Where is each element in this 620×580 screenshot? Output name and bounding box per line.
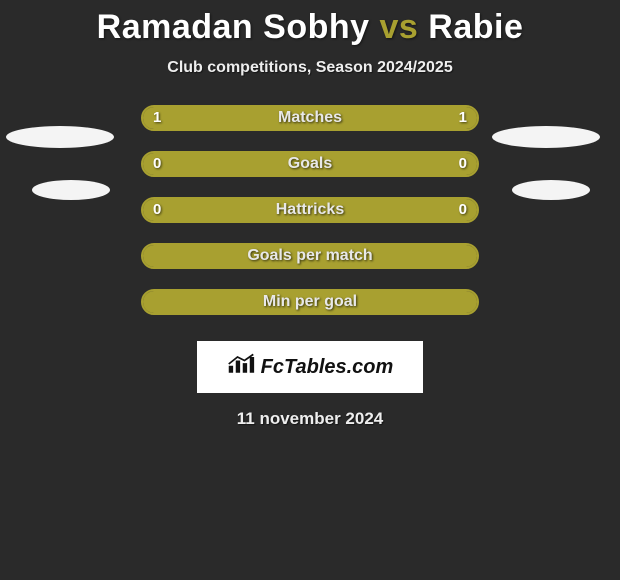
comparison-chart: Ramadan Sobhy vs Rabie Club competitions… [0, 0, 620, 429]
bar-track [141, 105, 479, 131]
bar-track [141, 151, 479, 177]
subtitle: Club competitions, Season 2024/2025 [0, 59, 620, 77]
decorative-ellipse [512, 180, 590, 200]
bar-right [310, 291, 477, 313]
stat-value-right: 1 [447, 105, 479, 131]
stat-row: 11Matches [141, 105, 479, 131]
decorative-ellipse [492, 126, 600, 148]
stat-row: 00Goals [141, 151, 479, 177]
stat-row: Min per goal [141, 289, 479, 315]
date-label: 11 november 2024 [0, 409, 620, 429]
decorative-ellipse [32, 180, 110, 200]
player1-name: Ramadan Sobhy [97, 8, 370, 46]
bar-track [141, 243, 479, 269]
stat-value-left: 0 [141, 197, 173, 223]
stat-row: 00Hattricks [141, 197, 479, 223]
bar-track [141, 289, 479, 315]
fctables-logo: FcTables.com [227, 353, 394, 381]
page-title: Ramadan Sobhy vs Rabie [0, 8, 620, 47]
vs-label: vs [379, 8, 418, 46]
stat-value-right: 0 [447, 151, 479, 177]
stat-value-right: 0 [447, 197, 479, 223]
bar-track [141, 197, 479, 223]
logo-box: FcTables.com [197, 341, 424, 393]
stat-value-left: 1 [141, 105, 173, 131]
stat-value-left: 0 [141, 151, 173, 177]
bar-left [143, 291, 310, 313]
stat-row: Goals per match [141, 243, 479, 269]
player2-name: Rabie [428, 8, 523, 46]
bar-left [143, 245, 310, 267]
decorative-ellipse [6, 126, 114, 148]
logo-text: FcTables.com [261, 356, 394, 379]
bar-right [310, 245, 477, 267]
chart-icon [227, 353, 255, 381]
